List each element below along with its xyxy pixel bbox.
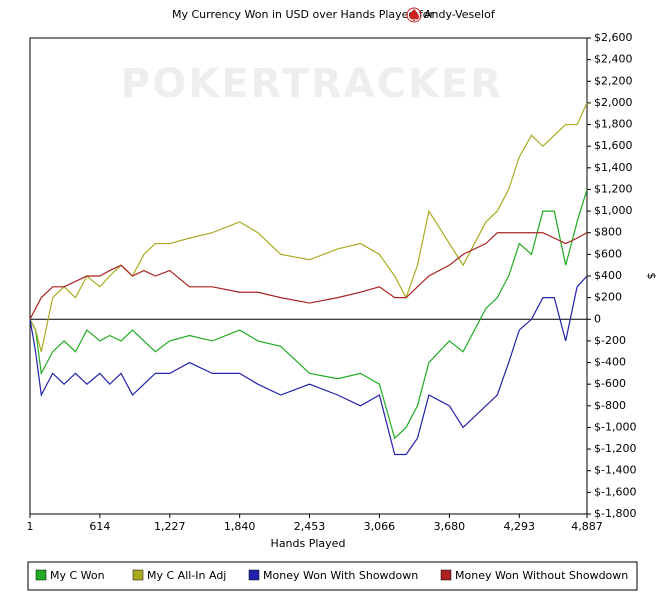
legend-label: Money Won With Showdown [263,569,418,582]
spade-icon [409,9,419,21]
legend-swatch [35,569,47,581]
legend-box [27,561,638,591]
series-line [29,232,588,320]
y-tick-label: $600 [594,247,622,260]
y-tick-label: 0 [594,312,601,325]
y-tick-label: $-800 [594,399,626,412]
y-tick-label: $1,800 [594,118,633,131]
x-tick-label: 1,840 [224,520,256,533]
y-tick-label: $200 [594,291,622,304]
icon-ring [406,7,422,23]
legend-label: My C All-In Adj [147,569,226,582]
x-tick-label: 4,887 [571,520,603,533]
x-tick-label: 3,066 [364,520,396,533]
y-tick-label: $-1,200 [594,442,636,455]
y-tick-label: $800 [594,226,622,239]
player-name: Andy-Veselof [424,8,496,21]
x-tick-label: 2,453 [294,520,326,533]
x-tick-label: 1 [27,520,34,533]
x-tick-label: 4,293 [504,520,536,533]
y-tick-label: $-1,000 [594,420,636,433]
series-line [29,189,588,440]
y-tick-label: $1,400 [594,161,633,174]
y-tick-label: $400 [594,269,622,282]
y-tick-label: $-1,400 [594,464,636,477]
y-tick-label: $-400 [594,356,626,369]
y-tick-label: $2,000 [594,96,633,109]
y-tick-label: $2,400 [594,53,633,66]
legend-swatch [440,569,452,581]
legend-label: Money Won Without Showdown [455,569,628,582]
legend-label: My C Won [50,569,105,582]
y-tick-label: $1,200 [594,182,633,195]
legend-swatch [248,569,260,581]
x-tick-label: 1,227 [154,520,186,533]
chart-title: My Currency Won in USD over Hands Played… [172,8,435,21]
y-tick-label: $1,000 [594,204,633,217]
x-tick-label: 614 [89,520,110,533]
legend-swatch [132,569,144,581]
watermark: POKERTRACKER [121,61,503,107]
y-tick-label: $2,200 [594,74,633,87]
series-line [29,102,588,352]
y-tick-label: $1,600 [594,139,633,152]
x-axis-label: Hands Played [271,537,346,550]
series-line [29,275,588,456]
y-tick-label: $-1,600 [594,485,636,498]
x-tick-label: 3,680 [434,520,466,533]
y-tick-label: $2,600 [594,31,633,44]
y-tick-label: $-1,800 [594,507,636,520]
y-tick-label: $-600 [594,377,626,390]
y-axis-label: $ [645,273,658,280]
y-tick-label: $-200 [594,334,626,347]
